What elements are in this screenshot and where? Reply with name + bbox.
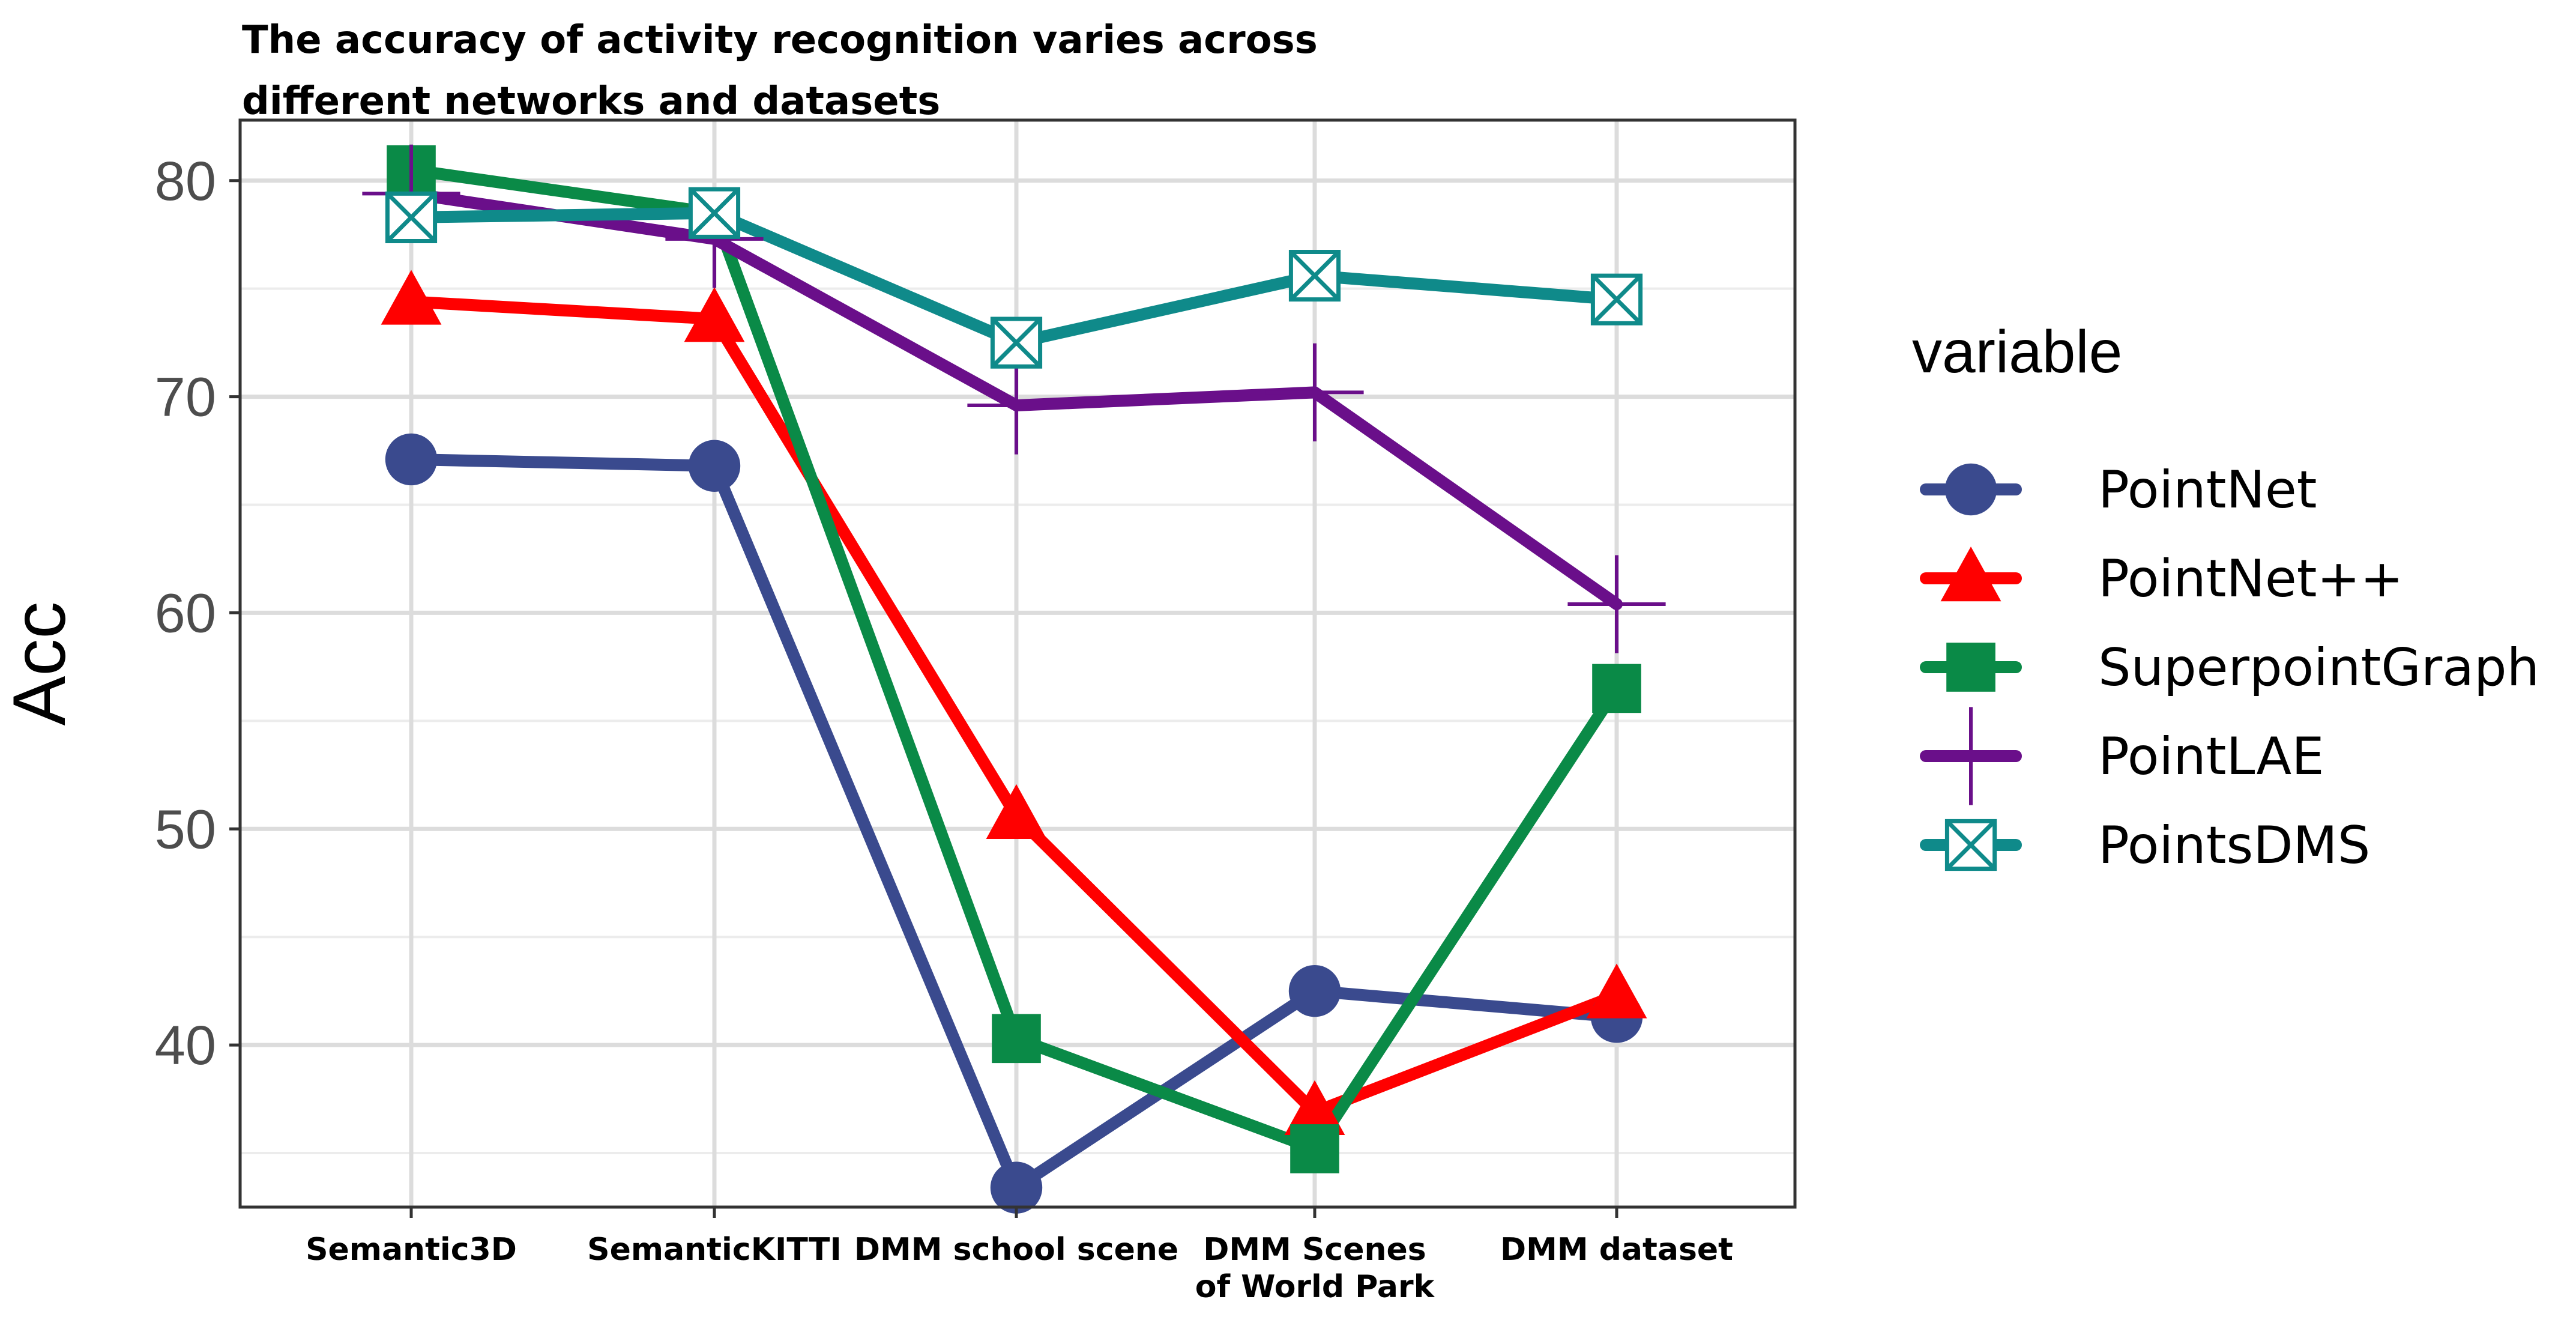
data-point-pointsdms: [990, 316, 1043, 369]
series-markers: [362, 144, 1666, 1214]
legend-marker: [1946, 643, 1995, 692]
y-axis: 40 50 60 70 80: [155, 151, 240, 1076]
data-point-pointsdms: [1590, 273, 1643, 325]
data-point-pointsdms: [385, 191, 438, 244]
y-tick-label: 50: [155, 799, 216, 860]
legend-label: PointNet: [2098, 460, 2317, 520]
legend-item-superpointgraph: SuperpointGraph: [1920, 638, 2539, 698]
y-tick-label: 60: [155, 583, 216, 644]
data-point-pointnetplusplus: [986, 784, 1047, 839]
legend-item-pointnet: PointNet: [1920, 460, 2317, 520]
data-point-pointnetplusplus: [381, 270, 442, 325]
legend-marker: [1940, 546, 2001, 602]
y-tick-label: 40: [155, 1015, 216, 1076]
data-point-pointlae: [1567, 555, 1666, 653]
legend-item-pointlae: PointLAE: [1920, 707, 2324, 805]
legend-items: PointNet PointNet++ SuperpointGraph PointLA…: [1920, 460, 2539, 876]
y-axis-label: Acc: [0, 602, 81, 726]
data-point-superpointgraph: [992, 1014, 1041, 1064]
legend-marker: [1944, 463, 1997, 516]
data-point-pointnetplusplus: [1284, 1080, 1345, 1135]
x-tick-label: DMM school scene: [854, 1232, 1178, 1268]
data-point-superpointgraph: [1592, 664, 1641, 713]
x-tick-label: DMM dataset: [1500, 1232, 1733, 1268]
legend-label: PointNet++: [2098, 549, 2404, 609]
y-tick-label: 80: [155, 151, 216, 212]
chart-title: The accuracy of activity recognition var…: [242, 18, 1318, 124]
legend-item-pointsdms: PointsDMS: [1920, 816, 2370, 876]
x-tick-label: SemanticKITTI: [587, 1232, 842, 1268]
x-axis: Semantic3D SemanticKITTI DMM school scene D…: [306, 1207, 1733, 1305]
data-point-pointnetplusplus: [1586, 963, 1647, 1019]
x-tick-label: DMM Scenes: [1203, 1232, 1426, 1268]
data-point-pointsdms: [1288, 249, 1341, 302]
data-point-pointnetplusplus: [684, 287, 745, 342]
legend-marker: [1944, 819, 1997, 871]
data-point-pointnet: [1288, 964, 1341, 1017]
legend: variable PointNet PointNet++ SuperpointGra…: [1912, 318, 2539, 876]
x-tick-label: Semantic3D: [306, 1232, 517, 1268]
data-point-pointnet: [385, 433, 438, 486]
y-tick-label: 70: [155, 367, 216, 428]
legend-label: SuperpointGraph: [2098, 638, 2539, 698]
major-gridlines: [240, 120, 1795, 1207]
x-tick-label: of World Park: [1195, 1269, 1435, 1305]
data-point-pointlae: [1265, 343, 1364, 441]
legend-title: variable: [1912, 318, 2122, 386]
data-point-pointnet: [688, 440, 741, 492]
legend-item-pointnetplusplus: PointNet++: [1920, 546, 2404, 609]
data-point-pointnet: [990, 1161, 1043, 1214]
data-point-superpointgraph: [1290, 1124, 1339, 1173]
data-point-pointlae: [967, 356, 1066, 455]
chart-title-line-1: The accuracy of activity recognition var…: [242, 18, 1318, 62]
chart-title-line-2: different networks and datasets: [242, 79, 940, 124]
legend-label: PointsDMS: [2098, 816, 2370, 876]
data-point-pointsdms: [688, 187, 741, 239]
legend-label: PointLAE: [2098, 727, 2324, 787]
legend-marker: [1922, 707, 2020, 805]
